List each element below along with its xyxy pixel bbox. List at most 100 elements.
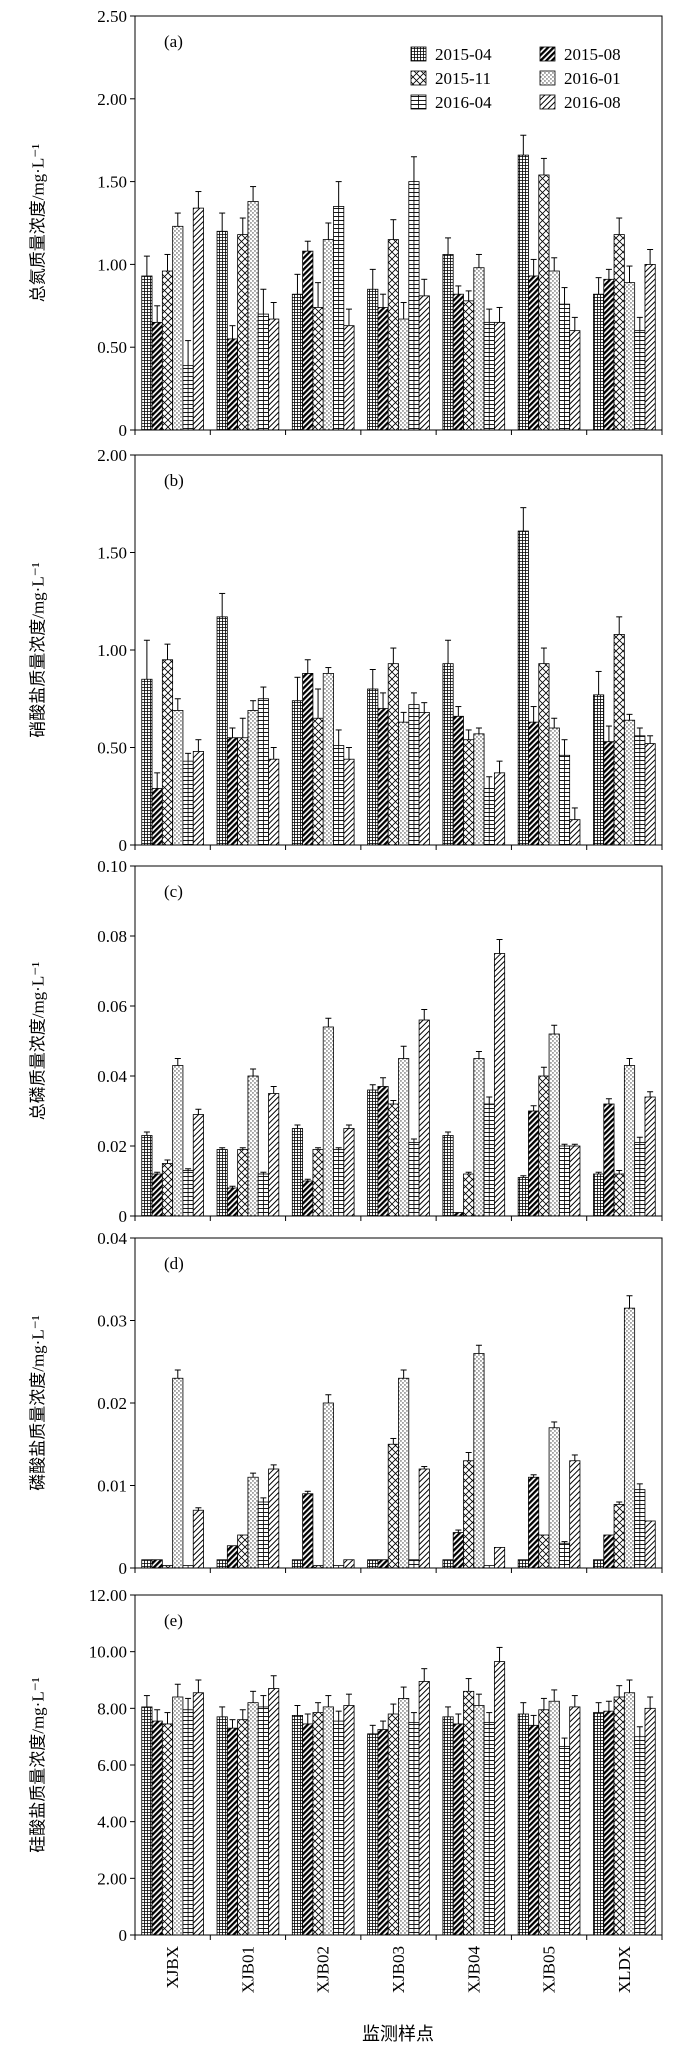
- bar-b-xldx-2016-01: [623, 719, 636, 846]
- chart-panels: 0 0.50 1.00 1.50 2.00 2.50 总氮质量浓度/mg·L⁻¹ (a) 201…: [29, 7, 663, 1993]
- bar-b-xjb02-2015-08: [302, 673, 314, 846]
- bar-a-xjbx-2016-01: [172, 225, 184, 431]
- legend-swatch-2015-08: [539, 46, 556, 62]
- legend-item-2016-01: 2016-01: [539, 69, 621, 88]
- bar-a-xjb05-2016-01: [548, 270, 560, 431]
- bar-e-xjb04-2015-11: [463, 1690, 475, 1936]
- bar-a-xjb05-2015-08: [528, 275, 540, 431]
- bar-c-xjb05-2015-04: [517, 1177, 529, 1217]
- bar-c-xjb04-2015-04: [442, 1135, 454, 1217]
- bar-b-xjb03-2015-11: [387, 663, 399, 846]
- panel-e: 0 2.00 4.00 6.00 8.00 10.00 12.00 硅酸盐质量浓度/mg·L⁻…: [29, 1586, 663, 1993]
- bar-e-xjbx-2016-01: [172, 1696, 184, 1936]
- bar-d-xjb05-2016-01: [548, 1427, 560, 1569]
- bar-a-xjb04-2015-08: [452, 293, 464, 431]
- bar-b-xjbx-2015-11: [161, 659, 174, 846]
- y-tick-label-b: 0: [119, 836, 128, 855]
- legend-label-2015-11: 2015-11: [435, 69, 491, 88]
- bar-b-xjb04-2015-04: [442, 663, 454, 846]
- y-tick-label-a: 2.50: [97, 7, 127, 26]
- y-axis-title-e: 硅酸盐质量浓度/mg·L⁻¹: [29, 1677, 48, 1853]
- bar-c-xjb02-2015-04: [291, 1128, 304, 1217]
- bar-e-xjb01-2015-11: [237, 1719, 249, 1936]
- bar-d-xjbx-2016-01: [172, 1377, 184, 1569]
- bar-b-xjb01-2016-08: [268, 758, 280, 846]
- y-tick-label-c: 0.10: [97, 857, 127, 876]
- bar-c-xjb04-2016-08: [493, 953, 506, 1217]
- bar-e-xjbx-2015-04: [141, 1706, 153, 1936]
- bar-d-xjb02-2016-01: [322, 1402, 334, 1569]
- bar-c-xjb04-2015-08: [452, 1212, 464, 1217]
- bar-e-xjb02-2015-08: [302, 1723, 314, 1936]
- bar-b-xjb01-2015-08: [226, 737, 239, 846]
- y-tick-label-b: 2.00: [97, 446, 127, 465]
- bar-e-xjb02-2016-01: [322, 1706, 334, 1936]
- legend-label-2016-04: 2016-04: [435, 93, 492, 112]
- bars-e: [141, 1646, 656, 1936]
- bar-c-xjbx-2015-11: [161, 1163, 174, 1217]
- bar-e-xjb01-2016-01: [247, 1702, 259, 1936]
- bar-a-xjb03-2015-08: [377, 307, 389, 431]
- y-tick-label-c: 0.04: [97, 1067, 127, 1086]
- bar-b-xjb01-2015-04: [216, 616, 228, 846]
- bar-e-xldx-2016-01: [623, 1692, 636, 1936]
- bar-d-xjb05-2015-04: [517, 1559, 529, 1569]
- panel-c: 0 0.02 0.04 0.06 0.08 0.10 总磷质量浓度/mg·L⁻¹ (c): [29, 857, 663, 1226]
- bar-e-xldx-2015-04: [593, 1712, 605, 1936]
- y-axis-title-a: 总氮质量浓度/mg·L⁻¹: [29, 144, 48, 303]
- bar-e-xjb05-2016-01: [548, 1700, 560, 1936]
- panel-a: 0 0.50 1.00 1.50 2.00 2.50 总氮质量浓度/mg·L⁻¹ (a) 201…: [29, 7, 663, 440]
- y-tick-label-a: 2.00: [97, 90, 127, 109]
- bar-d-xjb04-2015-08: [452, 1532, 464, 1569]
- bar-c-xjbx-2016-01: [172, 1065, 184, 1217]
- bar-b-xjb02-2015-11: [312, 717, 324, 846]
- bar-c-xjbx-2015-08: [151, 1173, 163, 1217]
- bar-e-xjb03-2015-04: [367, 1733, 379, 1936]
- bar-a-xjbx-2016-08: [192, 207, 204, 431]
- bar-a-xjb01-2016-01: [247, 201, 259, 431]
- y-tick-label-e: 12.00: [89, 1586, 127, 1605]
- bars-c: [141, 939, 656, 1217]
- bar-d-xldx-2015-08: [603, 1534, 615, 1569]
- legend-item-2016-04: 2016-04: [410, 93, 492, 112]
- panel-b: 0 0.50 1.00 1.50 2.00 硝酸盐质量浓度/mg·L⁻¹ (b): [29, 446, 663, 855]
- bar-e-xldx-2015-08: [603, 1710, 615, 1936]
- y-axis-title-b: 硝酸盐质量浓度/mg·L⁻¹: [29, 562, 48, 738]
- legend-item-2015-08: 2015-08: [539, 45, 621, 64]
- bar-a-xjb03-2015-11: [387, 239, 399, 431]
- legend-label-2016-01: 2016-01: [564, 69, 621, 88]
- bar-d-xjb05-2016-08: [569, 1460, 581, 1569]
- bar-c-xldx-2015-08: [603, 1103, 615, 1217]
- y-tick-label-d: 0.01: [97, 1476, 127, 1495]
- bar-a-xjb05-2015-04: [517, 154, 529, 431]
- bar-c-xjbx-2016-08: [192, 1114, 204, 1217]
- bar-c-xjb04-2015-11: [463, 1173, 475, 1217]
- bar-e-xjb05-2016-08: [569, 1706, 581, 1936]
- legend: 2015-04 2015-08 2015-11 2016-01 2016-04 2016-…: [410, 45, 621, 112]
- x-tick-label-xjb03: XJB03: [389, 1946, 408, 1993]
- bar-e-xjb05-2015-08: [528, 1724, 540, 1936]
- bar-c-xjb02-2016-01: [322, 1026, 334, 1217]
- x-tick-label-xjb01: XJB01: [238, 1946, 257, 1993]
- bar-d-xjb03-2015-08: [377, 1559, 389, 1569]
- bar-c-xjb03-2016-01: [398, 1058, 410, 1217]
- bar-b-xldx-2015-11: [613, 634, 625, 846]
- bar-a-xldx-2016-01: [623, 282, 636, 431]
- bar-e-xjb05-2015-04: [517, 1713, 529, 1936]
- panel-d: 0 0.01 0.02 0.03 0.04 磷酸盐质量浓度/mg·L⁻¹ (d): [29, 1229, 663, 1578]
- bar-e-xldx-2016-08: [644, 1707, 656, 1936]
- y-tick-label-d: 0: [119, 1559, 128, 1578]
- bar-b-xjb01-2015-11: [237, 737, 249, 846]
- y-tick-label-e: 8.00: [97, 1699, 127, 1718]
- x-tick-label-xjb04: XJB04: [464, 1946, 483, 1994]
- bar-e-xjbx-2015-08: [151, 1720, 163, 1936]
- bar-d-xjb03-2016-08: [418, 1468, 430, 1569]
- legend-swatch-2016-01: [539, 70, 556, 86]
- bar-d-xjbx-2016-08: [192, 1509, 204, 1569]
- legend-label-2015-04: 2015-04: [435, 45, 492, 64]
- bar-d-xjb02-2016-08: [343, 1559, 355, 1569]
- legend-swatch-2015-04: [410, 46, 427, 62]
- bar-a-xjb02-2016-08: [343, 325, 355, 431]
- y-tick-label-e: 10.00: [89, 1643, 127, 1662]
- bar-b-xjb03-2015-04: [367, 688, 379, 846]
